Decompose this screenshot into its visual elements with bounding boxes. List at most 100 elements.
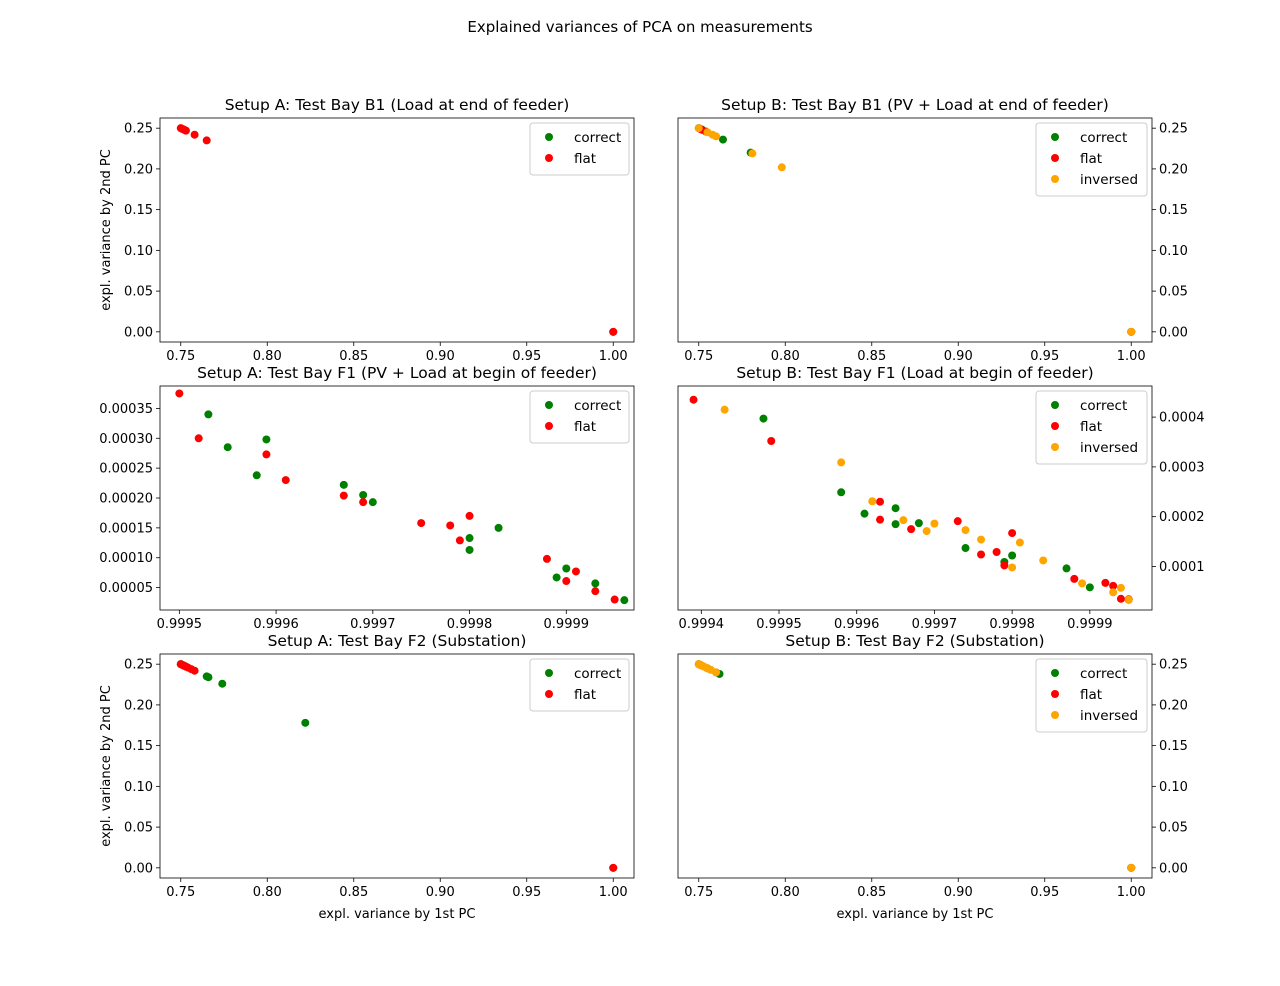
point-flat xyxy=(992,548,1001,557)
point-flat xyxy=(190,130,199,139)
legend-label-inversed: inversed xyxy=(1080,172,1138,188)
x-tick-label: 0.75 xyxy=(166,349,195,364)
point-flat xyxy=(281,476,290,485)
legend-marker-correct xyxy=(1051,669,1059,677)
axes-frame xyxy=(677,117,1153,343)
axes-frame xyxy=(677,653,1153,879)
point-correct xyxy=(262,435,271,444)
figure-title: Explained variances of PCA on measuremen… xyxy=(467,18,812,36)
x-tick-label: 0.90 xyxy=(426,885,455,900)
legend-marker-correct xyxy=(545,133,553,141)
point-inversed xyxy=(712,132,721,141)
point-flat xyxy=(446,521,455,530)
point-correct xyxy=(368,498,377,507)
y-tick-label: 0.05 xyxy=(124,285,153,300)
y-tick-label: 0.10 xyxy=(124,244,153,259)
x-tick-label: 1.00 xyxy=(599,349,628,364)
legend-label-flat: flat xyxy=(574,419,596,435)
legend-marker-inversed xyxy=(1051,711,1059,719)
y-tick-label: 0.0004 xyxy=(1159,411,1205,426)
legend: correct flat inversed xyxy=(1035,122,1148,197)
point-flat xyxy=(977,550,986,559)
y-tick-label: 0.00030 xyxy=(99,432,153,447)
legend-box xyxy=(529,658,630,712)
legend-label-correct: correct xyxy=(1080,130,1127,146)
point-flat xyxy=(194,434,203,443)
x-tick-label: 0.9998 xyxy=(989,617,1035,632)
y-tick-label: 0.20 xyxy=(124,162,153,177)
x-tick-label: 0.9995 xyxy=(157,617,203,632)
legend-label-correct: correct xyxy=(574,398,621,414)
point-flat xyxy=(181,126,190,135)
y-tick-label: 0.25 xyxy=(1159,658,1188,673)
y-tick-label: 0.15 xyxy=(124,203,153,218)
y-tick-label: 0.20 xyxy=(124,698,153,713)
legend-label-flat: flat xyxy=(1080,419,1102,435)
point-correct xyxy=(552,573,561,582)
point-flat xyxy=(542,554,551,563)
point-correct xyxy=(914,519,923,528)
legend: correct flat xyxy=(529,390,630,444)
legend-marker-flat xyxy=(545,154,553,162)
point-inversed xyxy=(961,526,970,535)
point-flat xyxy=(767,437,776,446)
legend-marker-correct xyxy=(1051,133,1059,141)
x-tick-label: 0.95 xyxy=(1030,885,1059,900)
y-tick-label: 0.00015 xyxy=(99,521,153,536)
point-correct xyxy=(591,579,600,588)
x-tick-label: 0.85 xyxy=(339,885,368,900)
legend-label-flat: flat xyxy=(1080,687,1102,703)
subplot-title: Setup B: Test Bay F2 (Substation) xyxy=(785,632,1044,650)
x-tick-label: 0.75 xyxy=(684,349,713,364)
point-flat xyxy=(417,519,426,528)
axes-frame xyxy=(159,385,635,611)
point-inversed xyxy=(694,124,703,133)
point-correct xyxy=(204,410,213,419)
point-correct xyxy=(961,544,970,553)
y-tick-label: 0.15 xyxy=(124,739,153,754)
point-correct xyxy=(759,414,768,423)
x-tick-label: 0.85 xyxy=(339,349,368,364)
point-flat xyxy=(907,525,916,534)
x-tick-label: 0.95 xyxy=(512,349,541,364)
x-axis-label: expl. variance by 1st PC xyxy=(837,907,994,922)
x-tick-label: 0.90 xyxy=(944,885,973,900)
x-tick-label: 0.80 xyxy=(253,885,282,900)
legend: correct flat xyxy=(529,122,630,176)
point-inversed xyxy=(1015,538,1024,547)
y-tick-label: 0.05 xyxy=(124,821,153,836)
point-inversed xyxy=(1039,556,1048,565)
point-correct xyxy=(1008,551,1017,560)
point-flat xyxy=(1101,578,1110,587)
x-tick-label: 0.9997 xyxy=(912,617,958,632)
point-flat xyxy=(876,515,885,524)
point-flat xyxy=(1000,561,1009,570)
subplot-5: Setup A: Test Bay F2 (Substation) 0.75 0.8… xyxy=(99,632,635,922)
legend-marker-inversed xyxy=(1051,443,1059,451)
point-flat xyxy=(1116,594,1125,603)
point-inversed xyxy=(720,405,729,414)
legend-label-correct: correct xyxy=(574,130,621,146)
point-inversed xyxy=(748,149,757,158)
point-inversed xyxy=(868,497,877,506)
legend-marker-flat xyxy=(1051,690,1059,698)
legend-box xyxy=(529,390,630,444)
legend-box xyxy=(1035,122,1148,197)
subplot-6: Setup B: Test Bay F2 (Substation) 0.75 0.8… xyxy=(677,632,1188,922)
point-flat xyxy=(571,567,580,576)
subplot-title: Setup A: Test Bay B1 (Load at end of fee… xyxy=(225,96,570,114)
legend-marker-flat xyxy=(545,690,553,698)
point-correct xyxy=(562,564,571,573)
point-flat xyxy=(465,511,474,520)
x-tick-label: 0.9995 xyxy=(756,617,802,632)
point-correct xyxy=(718,135,727,144)
point-inversed xyxy=(777,163,786,172)
point-correct xyxy=(891,504,900,513)
point-correct xyxy=(860,509,869,518)
point-inversed xyxy=(1116,583,1125,592)
y-tick-label: 0.10 xyxy=(1159,780,1188,795)
x-tick-label: 0.9994 xyxy=(679,617,725,632)
x-tick-label: 0.9996 xyxy=(834,617,880,632)
legend-label-flat: flat xyxy=(574,687,596,703)
